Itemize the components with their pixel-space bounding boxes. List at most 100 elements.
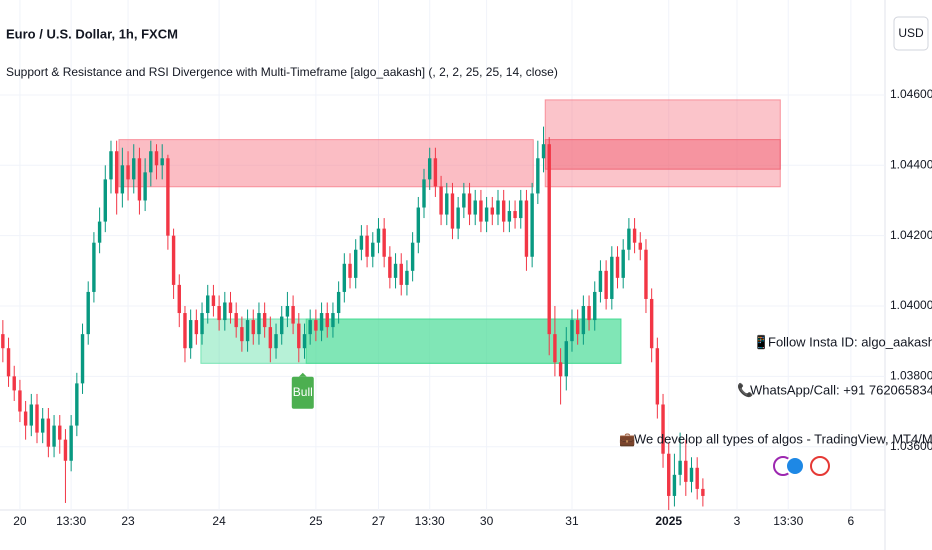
candle-body — [223, 302, 227, 321]
candle-body — [661, 404, 665, 454]
x-tick-label: 6 — [848, 514, 855, 528]
candle-body — [627, 228, 631, 250]
x-tick-label: 27 — [372, 514, 386, 528]
candle-body — [371, 242, 375, 257]
candle-body — [541, 144, 546, 159]
x-tick-label: 24 — [212, 514, 226, 528]
candle-body — [678, 460, 682, 475]
candle-body — [689, 467, 694, 482]
candle-body — [348, 263, 352, 278]
candle-body — [427, 158, 432, 180]
candle-body — [558, 362, 563, 377]
icon: 📞 — [737, 381, 754, 397]
candle-body — [513, 211, 517, 219]
candle-body — [604, 270, 608, 299]
currency: USD — [898, 26, 924, 40]
badge-icon — [785, 456, 805, 476]
candle-body — [433, 158, 438, 187]
candle-body — [530, 193, 534, 257]
candle-body — [672, 474, 677, 496]
candle-body — [695, 467, 699, 489]
candle-body — [416, 207, 421, 243]
candle-body — [593, 291, 597, 321]
y-tick-label: 1.04000 — [890, 298, 932, 312]
candle-body — [484, 207, 489, 222]
x-tick-label: 3 — [734, 514, 741, 528]
candle-body — [29, 404, 34, 426]
candle-body — [519, 200, 523, 219]
x-tick-label: 2025 — [655, 514, 682, 528]
candle-body — [75, 383, 79, 426]
candle-body — [6, 348, 11, 377]
grid — [0, 0, 885, 510]
candle-body — [245, 320, 250, 342]
candle-body — [501, 200, 506, 222]
zone — [118, 139, 534, 188]
candle-body — [12, 376, 16, 391]
candle-body — [621, 249, 625, 278]
y-tick-label: 1.04200 — [890, 228, 932, 242]
candle-body — [126, 165, 130, 180]
candle-body — [445, 193, 449, 215]
candle-body — [405, 270, 409, 285]
signal-badge — [291, 376, 314, 409]
candle-body — [399, 263, 403, 285]
candle-body — [257, 313, 261, 335]
zone — [544, 139, 781, 170]
candle-body — [291, 306, 295, 324]
candle-body — [479, 200, 483, 222]
candle-body — [302, 334, 307, 349]
candle-body — [240, 327, 244, 342]
candle-body — [35, 404, 39, 433]
candle-body — [667, 453, 671, 496]
y-tick-label: 1.04600 — [890, 87, 932, 101]
candle-body — [188, 320, 193, 349]
candle-body — [422, 179, 426, 208]
candle-body — [496, 200, 500, 215]
candle-body — [183, 313, 187, 349]
candle-body — [280, 316, 284, 335]
candle-body — [610, 256, 614, 299]
candle-body — [638, 242, 642, 250]
candle-body — [251, 320, 255, 335]
candle-body — [228, 302, 233, 314]
candle-body — [262, 313, 267, 328]
candle-body — [166, 158, 170, 236]
candle-body — [234, 313, 238, 328]
candle-body — [274, 334, 278, 349]
candle-body — [581, 306, 586, 335]
candle-body — [109, 151, 113, 180]
candle-body — [58, 425, 62, 440]
candle-body — [410, 242, 415, 271]
candle-body — [206, 295, 210, 314]
candle-body — [462, 193, 466, 208]
candle-body — [547, 144, 551, 335]
candle-body — [23, 411, 28, 426]
candle-body — [18, 390, 22, 412]
candle-body — [114, 151, 119, 194]
candle-body — [354, 249, 358, 278]
candle-body — [376, 228, 381, 243]
candle-body — [655, 348, 660, 405]
candle-body — [644, 249, 648, 299]
candle-body — [200, 313, 204, 335]
candle-body — [388, 256, 392, 278]
badge-icon — [810, 456, 830, 476]
candle-body — [120, 165, 125, 194]
y-tick-label: 1.03600 — [890, 439, 932, 453]
x-tick-label: 23 — [121, 514, 135, 528]
candle-body — [359, 235, 364, 250]
candle-body — [598, 270, 603, 292]
candle-body — [86, 291, 90, 335]
x-tick-label: 25 — [309, 514, 323, 528]
candle-body — [473, 200, 477, 215]
candle-body — [97, 221, 102, 243]
currency-button[interactable] — [893, 16, 929, 51]
candle-body — [524, 200, 529, 257]
candle-body — [575, 320, 580, 335]
candle-body — [103, 179, 107, 222]
candle-body — [331, 313, 335, 328]
candle-body — [69, 425, 73, 461]
signal-label: Bull — [293, 385, 313, 399]
x-tick-label: 20 — [13, 514, 27, 528]
